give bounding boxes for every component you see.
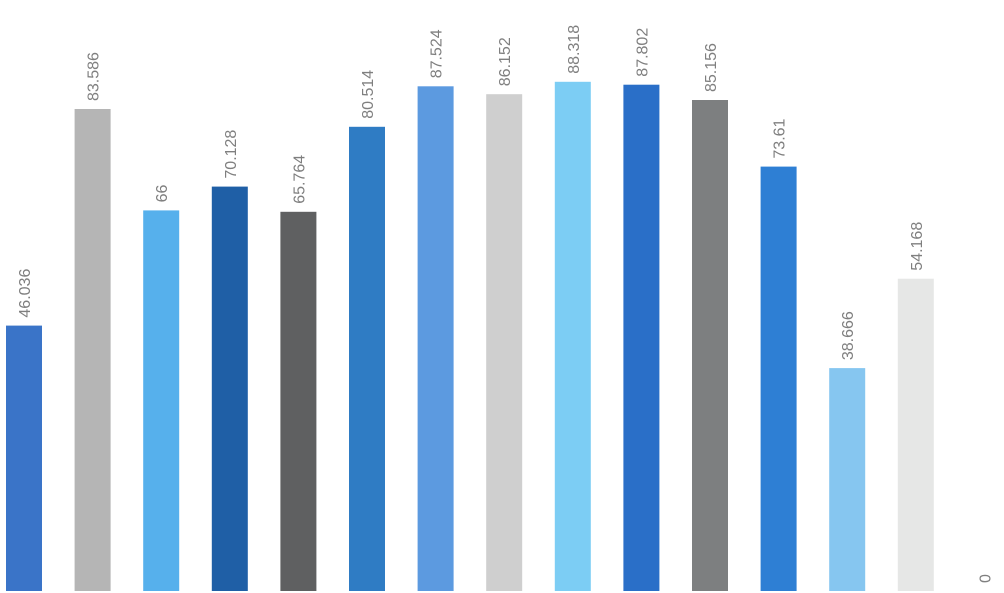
bar-13 [829, 368, 866, 591]
bar-7 [417, 86, 454, 592]
bar-value-label-1: 46.036 [17, 269, 34, 318]
bar-value-label-14: 54.168 [909, 222, 926, 271]
bar-6 [349, 126, 385, 592]
bar-value-label-15: 0 [977, 574, 994, 583]
bar-value-label-12: 73.61 [772, 118, 789, 158]
bar-value-label-6: 80.514 [360, 70, 377, 119]
bar-value-label-5: 65.764 [291, 155, 308, 204]
bar-4 [211, 186, 248, 591]
bar-8 [486, 94, 523, 591]
bar-value-label-10: 87.802 [634, 28, 651, 77]
bar-1 [6, 325, 42, 591]
bar-value-label-2: 83.586 [86, 52, 103, 101]
bar-11 [692, 100, 728, 591]
bar-9 [554, 81, 591, 592]
bar-12 [760, 166, 797, 591]
bar-value-label-13: 38.666 [840, 311, 857, 360]
bar-value-label-11: 85.156 [703, 43, 720, 92]
bars-group [6, 81, 934, 592]
bar-10 [623, 84, 660, 591]
bar-value-label-4: 70.128 [223, 130, 240, 179]
bar-value-label-7: 87.524 [429, 29, 446, 78]
bar-5 [280, 211, 317, 592]
bar-value-label-9: 88.318 [566, 25, 583, 74]
bar-2 [74, 109, 111, 591]
bar-value-label-8: 86.152 [497, 37, 514, 86]
bar-3 [143, 210, 180, 591]
bar-14 [897, 278, 934, 591]
bar-value-label-3: 66 [154, 185, 171, 203]
data-labels-group: 46.036 83.586 66 70.128 65.764 80.514 87.524 86… [17, 25, 994, 583]
